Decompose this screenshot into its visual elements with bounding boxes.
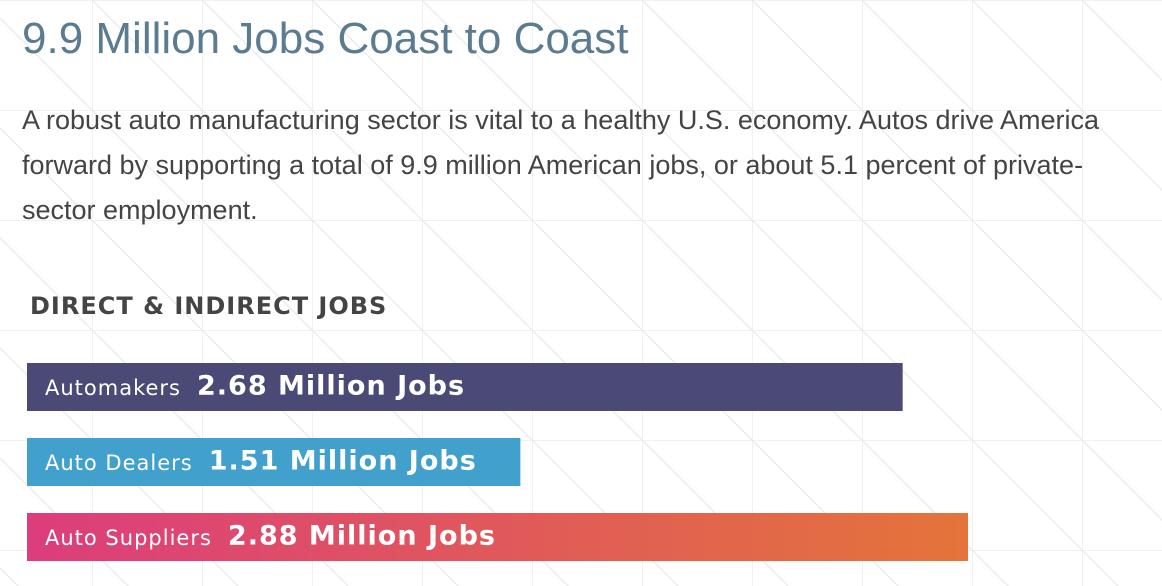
- bar: [27, 438, 521, 486]
- bar: [27, 513, 968, 561]
- category-label: Auto Dealers: [45, 451, 193, 475]
- bar: [27, 363, 903, 411]
- value-label: 1.51 Million Jobs: [209, 446, 477, 477]
- category-label: Auto Suppliers: [45, 526, 212, 550]
- chart-title: DIRECT & INDIRECT JOBS: [30, 292, 387, 320]
- value-label: 2.88 Million Jobs: [228, 521, 496, 552]
- value-label: 2.68 Million Jobs: [197, 371, 465, 402]
- category-label: Automakers: [45, 376, 181, 400]
- title: 9.9 Million Jobs Coast to Coast: [22, 14, 629, 63]
- subtitle: A robust auto manufacturing sector is vi…: [22, 105, 1100, 225]
